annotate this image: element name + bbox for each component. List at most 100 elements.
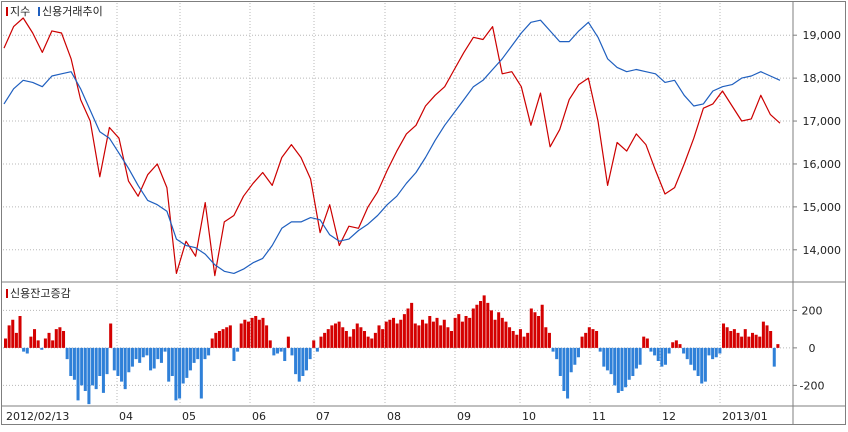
bar (308, 347, 312, 360)
bar (14, 332, 18, 348)
bar (486, 302, 490, 348)
bar (236, 347, 240, 352)
bar (613, 347, 617, 386)
x-tick-label: 2013/01 (722, 410, 768, 423)
bar (352, 329, 356, 348)
y-tick-label: -200 (800, 379, 825, 392)
bar (457, 314, 461, 348)
bar (685, 347, 689, 360)
bar (326, 329, 330, 348)
bar (529, 308, 533, 348)
bar (725, 327, 729, 348)
bar (769, 331, 773, 348)
bar (460, 321, 464, 348)
bar (740, 336, 744, 348)
bar (174, 347, 178, 401)
bar (185, 347, 189, 378)
bar (671, 342, 675, 348)
bar (555, 347, 559, 360)
bar (526, 332, 530, 348)
bar (489, 310, 493, 348)
x-tick-label: 2012/02/13 (6, 410, 69, 423)
bar (660, 347, 664, 367)
bar (696, 347, 700, 377)
bar (286, 336, 290, 348)
bar (69, 347, 73, 377)
bar (479, 301, 483, 348)
bar (207, 347, 211, 356)
bar (584, 332, 588, 348)
bar (355, 323, 359, 348)
bar (500, 317, 504, 348)
bar (196, 347, 200, 360)
bar (58, 327, 62, 348)
x-tick-label: 04 (119, 410, 133, 423)
bar (80, 347, 84, 386)
bar (692, 347, 696, 371)
bar (275, 347, 279, 354)
bar (558, 347, 562, 377)
bar (127, 347, 131, 373)
x-tick-label: 12 (662, 410, 676, 423)
x-tick-label: 08 (387, 410, 401, 423)
y-tick-label: 16,000 (803, 158, 842, 171)
bar (634, 347, 638, 369)
bar (210, 338, 214, 348)
bar (170, 347, 174, 377)
legend-swatch (38, 7, 40, 16)
bar (87, 347, 91, 405)
x-tick-label: 06 (252, 410, 266, 423)
bar (22, 347, 26, 352)
bar (43, 338, 47, 348)
bar (515, 334, 519, 348)
y-tick-label: 15,000 (803, 201, 842, 214)
bar (547, 332, 551, 348)
bar (417, 325, 421, 348)
y-tick-label: 14,000 (803, 244, 842, 257)
bar (36, 340, 40, 348)
bar (580, 336, 584, 348)
bar (315, 347, 319, 352)
bar (616, 347, 620, 393)
bar (268, 340, 272, 348)
bar (98, 347, 102, 377)
bar (765, 325, 769, 348)
bar (333, 323, 338, 348)
bar (72, 347, 76, 380)
bar (678, 344, 682, 348)
bar (638, 347, 642, 365)
bar (533, 312, 537, 348)
bar (11, 319, 15, 348)
bar (246, 321, 250, 348)
bar (395, 323, 399, 348)
bar (40, 347, 44, 350)
bar (402, 314, 406, 348)
bar (595, 331, 599, 348)
bar (682, 347, 686, 354)
bar (718, 347, 722, 354)
bar (566, 347, 570, 399)
bar (373, 332, 377, 348)
bar (381, 329, 385, 348)
bar (29, 336, 33, 348)
bar (645, 338, 649, 348)
bar (493, 319, 497, 348)
bar (435, 317, 439, 348)
x-tick-label: 07 (316, 410, 330, 423)
bar (700, 347, 704, 384)
bar (145, 347, 149, 356)
bar (272, 347, 276, 356)
bar (101, 347, 105, 393)
bar (134, 347, 138, 360)
bar (348, 336, 352, 348)
bar (341, 327, 345, 348)
bar (47, 332, 51, 348)
bar (758, 336, 762, 348)
bar (776, 344, 780, 348)
y-tick-label: 200 (802, 304, 823, 317)
bar (109, 323, 113, 348)
bar (399, 319, 403, 348)
bar (551, 347, 555, 352)
bar (406, 308, 410, 348)
bar (138, 347, 142, 363)
